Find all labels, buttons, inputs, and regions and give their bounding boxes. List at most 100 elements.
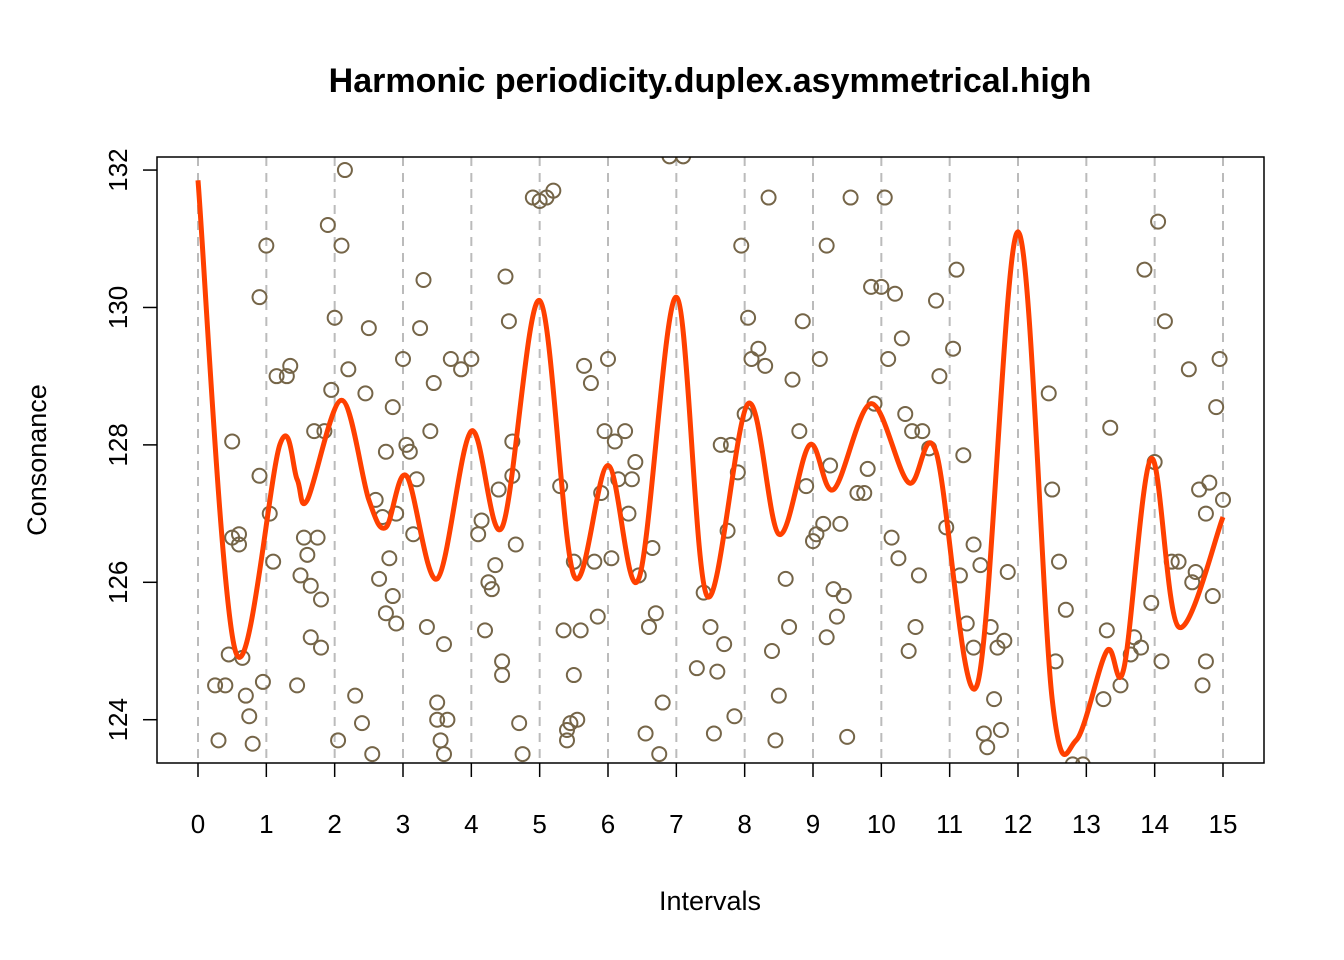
point <box>569 711 586 728</box>
point <box>996 632 1013 649</box>
point <box>1098 622 1115 639</box>
point <box>784 371 801 388</box>
point <box>794 313 811 330</box>
point <box>231 536 247 553</box>
point <box>429 711 446 728</box>
point <box>1215 491 1231 508</box>
point <box>507 536 524 553</box>
point <box>439 711 456 728</box>
point <box>733 237 750 254</box>
point <box>268 368 285 385</box>
y-tick-label: 130 <box>103 286 133 329</box>
point <box>511 715 528 732</box>
chart-title: Harmonic periodicity.duplex.asymmetrical… <box>329 62 1092 100</box>
point <box>340 361 357 378</box>
x-tick-label: 5 <box>532 809 546 839</box>
point <box>483 581 500 598</box>
x-tick-label: 13 <box>1072 809 1101 839</box>
point <box>299 546 316 563</box>
y-tick-label: 124 <box>103 698 133 741</box>
point <box>319 217 336 234</box>
point <box>647 605 664 622</box>
point <box>740 309 757 326</box>
point <box>781 618 798 635</box>
y-tick-label: 126 <box>103 561 133 604</box>
point <box>251 467 268 484</box>
point <box>313 639 329 656</box>
point <box>863 278 880 295</box>
point <box>436 636 452 653</box>
point <box>565 667 582 684</box>
point <box>377 605 394 622</box>
point <box>777 570 794 587</box>
point <box>1136 261 1153 278</box>
point <box>661 157 678 165</box>
point <box>979 739 996 756</box>
point <box>1211 351 1228 367</box>
point <box>757 357 774 374</box>
point <box>422 423 439 440</box>
x-tick-label: 3 <box>396 809 410 839</box>
point <box>347 687 364 704</box>
point <box>910 567 927 584</box>
point <box>975 725 992 742</box>
point <box>620 505 637 522</box>
point <box>688 660 705 677</box>
point <box>859 460 876 477</box>
point <box>278 368 295 385</box>
point <box>572 622 589 639</box>
point <box>1102 419 1119 436</box>
point <box>292 567 309 584</box>
point <box>887 285 903 302</box>
point <box>893 330 910 347</box>
point <box>436 746 452 763</box>
fit-line <box>195 180 1226 757</box>
point <box>302 629 319 646</box>
point <box>555 622 572 639</box>
point <box>282 357 299 374</box>
point <box>675 157 692 165</box>
point <box>231 526 247 543</box>
point <box>514 746 531 763</box>
point <box>811 351 828 367</box>
point <box>453 361 470 378</box>
point <box>873 278 890 295</box>
x-tick-label: 15 <box>1209 809 1238 839</box>
point <box>1057 601 1074 618</box>
point <box>412 320 429 337</box>
point <box>743 351 760 367</box>
point <box>1197 653 1214 670</box>
x-tick-label: 1 <box>259 809 273 839</box>
point <box>955 447 972 464</box>
point <box>395 351 411 367</box>
point <box>429 694 446 711</box>
point <box>842 189 859 206</box>
point <box>750 340 767 357</box>
point <box>928 292 944 309</box>
point <box>600 351 616 367</box>
point <box>545 182 562 199</box>
point <box>559 732 575 749</box>
x-tick-label: 8 <box>737 809 751 839</box>
x-tick-label: 2 <box>327 809 341 839</box>
point <box>1051 553 1067 570</box>
point <box>1153 653 1170 670</box>
point <box>1156 313 1173 330</box>
point <box>1194 677 1211 694</box>
y-axis-label: Consonance <box>22 384 52 536</box>
point <box>384 399 401 416</box>
point <box>1095 691 1112 708</box>
point <box>651 746 668 763</box>
point <box>716 636 733 653</box>
point <box>1150 213 1167 230</box>
point <box>986 691 1003 708</box>
point <box>330 732 347 749</box>
point <box>354 715 370 732</box>
point <box>914 423 931 440</box>
point <box>1044 481 1061 498</box>
point <box>1064 756 1081 763</box>
point <box>767 732 784 749</box>
point <box>336 162 353 179</box>
point <box>828 608 845 625</box>
